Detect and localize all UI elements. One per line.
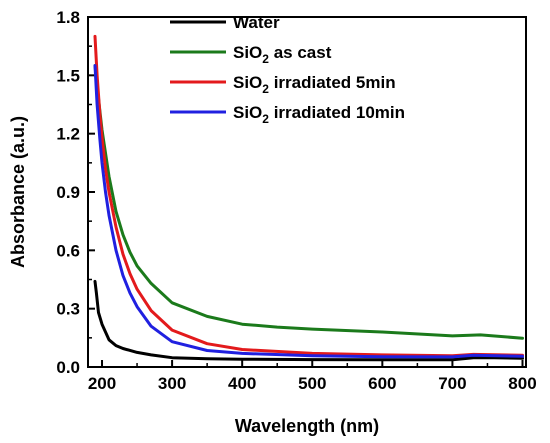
x-tick-label: 300: [158, 374, 186, 393]
y-tick-label: 0.0: [56, 358, 80, 377]
x-tick-label: 500: [298, 374, 326, 393]
y-tick-label: 1.5: [56, 66, 80, 85]
x-tick-label: 200: [88, 374, 116, 393]
x-tick-label: 700: [438, 374, 466, 393]
y-tick-label: 1.2: [56, 125, 80, 144]
plot-frame: [87, 16, 527, 368]
legend-label-main: SiO: [233, 73, 262, 92]
legend-label: Water: [233, 13, 280, 32]
x-tick-label: 600: [368, 374, 396, 393]
y-tick-label: 0.6: [56, 241, 80, 260]
legend-label-main: SiO: [233, 43, 262, 62]
legend-label-subscript: 2: [262, 112, 269, 126]
legend-label: SiO2 irradiated 5min: [233, 73, 396, 96]
x-tick-label: 800: [508, 374, 536, 393]
legend-label: SiO2 as cast: [233, 43, 332, 66]
legend-label: SiO2 irradiated 10min: [233, 103, 405, 126]
y-tick-label: 0.3: [56, 300, 80, 319]
series-line: [93, 279, 524, 362]
tick-labels: 200 300 400 500 600 700 800 0.0 0.3 0.6 0.9 1.2 1.5 1…: [56, 8, 536, 393]
x-tick-label: 400: [228, 374, 256, 393]
y-tick-label: 0.9: [56, 183, 80, 202]
series-line: [93, 34, 524, 358]
y-tick-label: 1.8: [56, 8, 80, 27]
legend-label-subscript: 2: [262, 52, 269, 66]
legend-label-rest: irradiated 5min: [269, 73, 396, 92]
y-axis-title: Absorbance (a.u.): [8, 116, 28, 268]
legend-label-subscript: 2: [262, 82, 269, 96]
legend-label-rest: as cast: [269, 43, 332, 62]
legend-label-main: Water: [233, 13, 280, 32]
series-line: [93, 64, 524, 340]
x-axis-title: Wavelength (nm): [235, 416, 379, 436]
plot-series: [93, 34, 524, 362]
legend-label-main: SiO: [233, 103, 262, 122]
series-line: [93, 64, 524, 359]
legend-label-rest: irradiated 10min: [269, 103, 405, 122]
